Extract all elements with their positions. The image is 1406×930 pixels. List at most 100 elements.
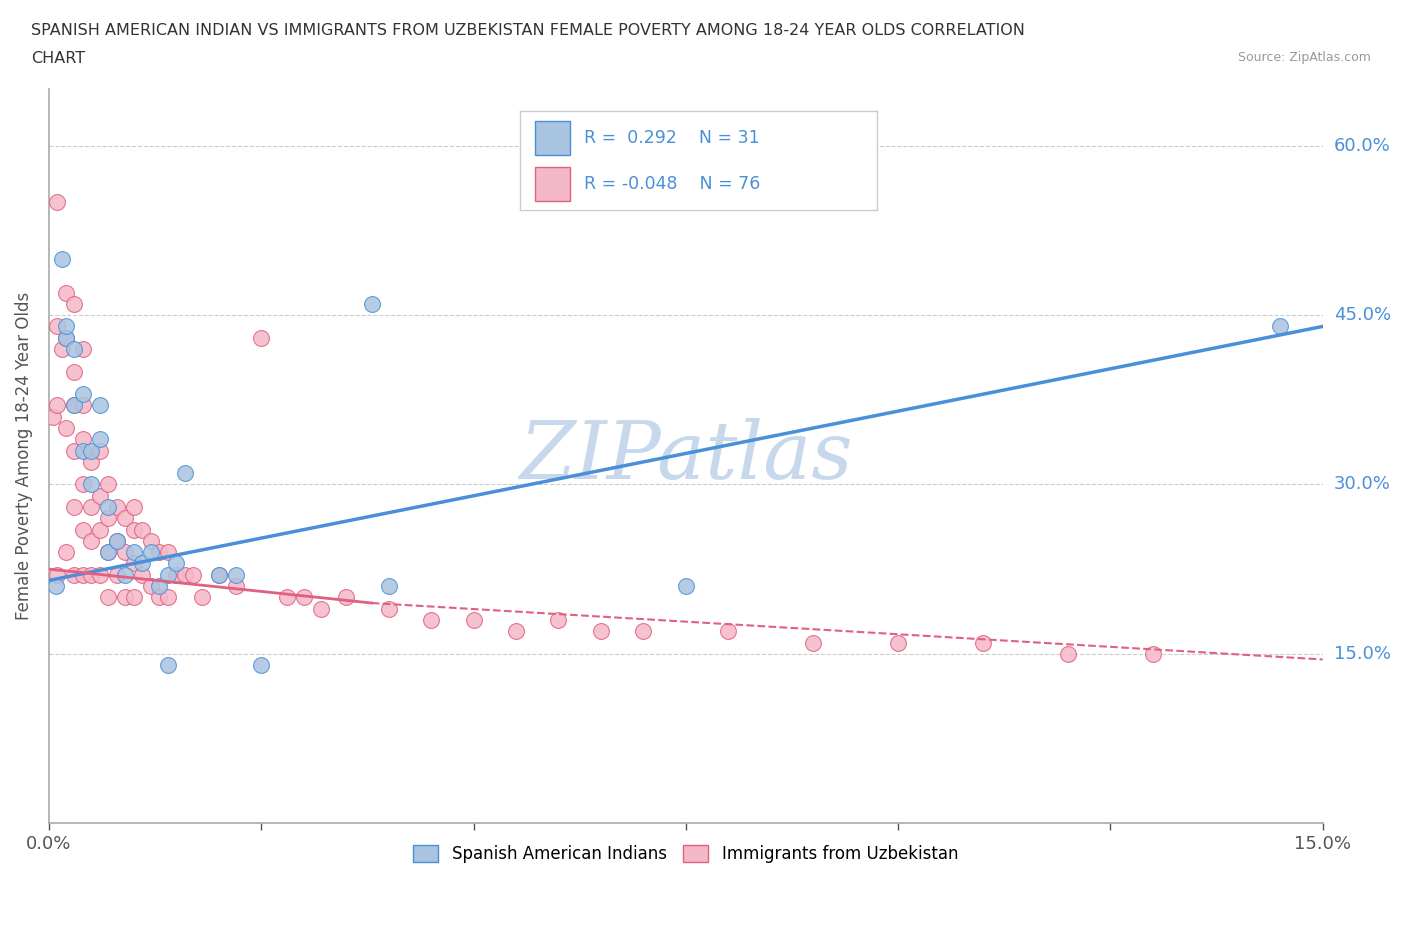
Text: CHART: CHART <box>31 51 84 66</box>
Point <box>42 409 65 424</box>
Point <box>972 635 994 650</box>
Text: 60.0%: 60.0% <box>1334 137 1391 154</box>
Point <box>105 567 128 582</box>
Point <box>45 578 67 593</box>
Point <box>225 578 247 593</box>
Point <box>80 534 103 549</box>
Point <box>360 297 382 312</box>
Point <box>114 511 136 525</box>
Point <box>463 613 485 628</box>
Point <box>46 319 69 334</box>
Text: SPANISH AMERICAN INDIAN VS IMMIGRANTS FROM UZBEKISTAN FEMALE POVERTY AMONG 18-24: SPANISH AMERICAN INDIAN VS IMMIGRANTS FR… <box>31 23 1025 38</box>
Point <box>46 567 69 582</box>
Point <box>63 398 86 413</box>
Point <box>72 387 94 402</box>
Point <box>156 590 179 604</box>
Point <box>420 613 443 628</box>
Point <box>208 567 231 582</box>
Point <box>139 545 162 560</box>
Text: 45.0%: 45.0% <box>1334 306 1391 325</box>
Point <box>191 590 214 604</box>
Point <box>335 590 357 604</box>
Point <box>97 545 120 560</box>
Point <box>122 556 145 571</box>
Point <box>72 567 94 582</box>
Point <box>55 330 77 345</box>
Point <box>55 319 77 334</box>
Point <box>122 590 145 604</box>
Point <box>63 567 86 582</box>
Point <box>131 556 153 571</box>
Point <box>148 545 170 560</box>
Text: Source: ZipAtlas.com: Source: ZipAtlas.com <box>1237 51 1371 64</box>
Point <box>1057 646 1080 661</box>
Y-axis label: Female Poverty Among 18-24 Year Olds: Female Poverty Among 18-24 Year Olds <box>15 292 32 620</box>
Point <box>72 341 94 356</box>
Point <box>208 567 231 582</box>
Point <box>165 556 187 571</box>
Point <box>63 365 86 379</box>
Point <box>589 624 612 639</box>
Point <box>46 195 69 210</box>
Point <box>55 545 77 560</box>
Point <box>148 578 170 593</box>
Point <box>51 251 73 266</box>
Point <box>63 398 86 413</box>
Point <box>51 341 73 356</box>
Point <box>165 567 187 582</box>
Point <box>156 545 179 560</box>
Point <box>97 499 120 514</box>
Point <box>97 590 120 604</box>
Point <box>89 567 111 582</box>
Point <box>156 658 179 672</box>
Point <box>72 444 94 458</box>
Text: ZIPatlas: ZIPatlas <box>519 418 852 495</box>
Point <box>801 635 824 650</box>
Point <box>225 567 247 582</box>
Point <box>276 590 298 604</box>
Point <box>55 420 77 435</box>
Point <box>46 398 69 413</box>
Point <box>55 286 77 300</box>
Point <box>80 499 103 514</box>
Point <box>505 624 527 639</box>
Point <box>114 567 136 582</box>
Point <box>72 477 94 492</box>
Point <box>173 466 195 481</box>
Point <box>97 511 120 525</box>
Point <box>717 624 740 639</box>
Point <box>122 545 145 560</box>
Point <box>183 567 205 582</box>
Point <box>1270 319 1292 334</box>
Point <box>250 330 273 345</box>
Point <box>1142 646 1164 661</box>
Point <box>105 499 128 514</box>
Point <box>97 545 120 560</box>
Point <box>309 601 332 616</box>
Point <box>122 499 145 514</box>
Point <box>55 330 77 345</box>
Point <box>105 534 128 549</box>
Point <box>72 398 94 413</box>
Point <box>173 567 195 582</box>
Point <box>63 297 86 312</box>
Point <box>148 590 170 604</box>
Point <box>89 398 111 413</box>
Point <box>80 567 103 582</box>
Point <box>887 635 910 650</box>
Point <box>63 341 86 356</box>
Point <box>377 578 399 593</box>
Point <box>89 488 111 503</box>
Point <box>250 658 273 672</box>
Point <box>80 455 103 470</box>
Point <box>63 499 86 514</box>
Point <box>675 578 697 593</box>
Point <box>89 523 111 538</box>
Point <box>156 567 179 582</box>
Legend: Spanish American Indians, Immigrants from Uzbekistan: Spanish American Indians, Immigrants fro… <box>406 838 965 870</box>
Point <box>105 534 128 549</box>
Point <box>633 624 655 639</box>
Point <box>139 534 162 549</box>
Point <box>89 444 111 458</box>
Point <box>131 523 153 538</box>
